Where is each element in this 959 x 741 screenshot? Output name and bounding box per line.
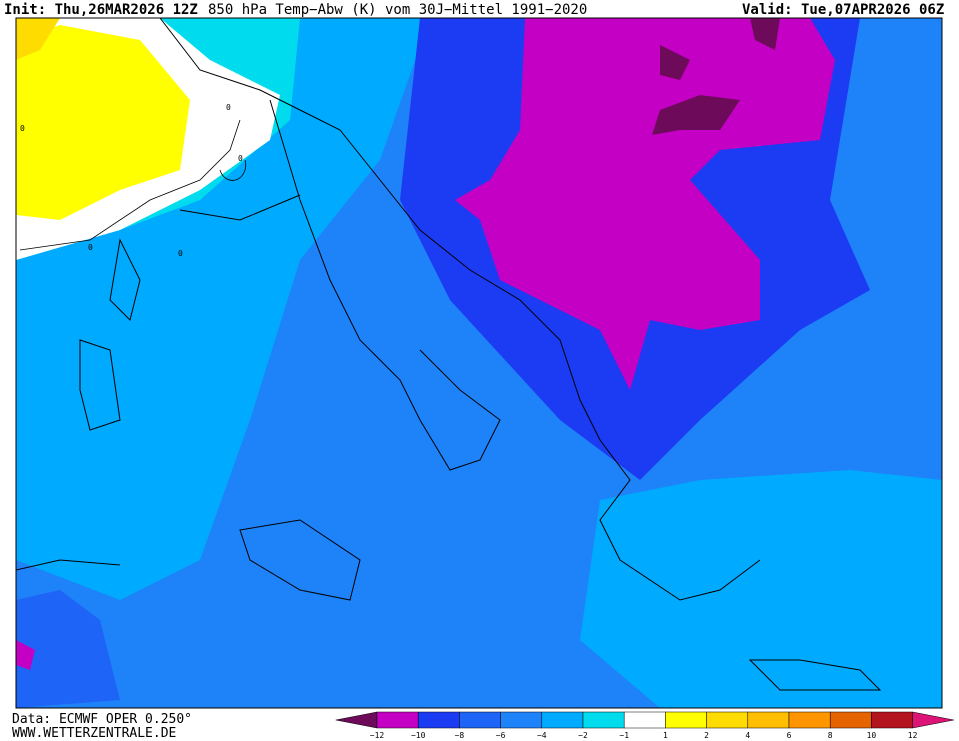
legend-tick-label: −1: [619, 731, 629, 740]
legend-tick-label: −8: [455, 731, 465, 740]
color-legend: −12 −10 −8 −6 −4 −2 −1 1 2 4 6 8 10 12: [335, 711, 954, 740]
legend-tick-label: 12: [908, 731, 918, 740]
legend-bin: [829, 711, 872, 729]
field-light-blue-se: [580, 470, 942, 708]
data-source: Data: ECMWF OPER 0.250°: [12, 712, 192, 727]
contour-label: 0: [20, 124, 25, 133]
legend-tick-label: −4: [537, 731, 547, 740]
contour-label: 0: [226, 103, 231, 112]
field-blue-sw: [16, 590, 120, 708]
legend-bin: [747, 711, 790, 729]
map-area: 0 0 0 0 0: [15, 17, 943, 709]
legend-bin: [417, 711, 460, 729]
legend-bin: [376, 711, 419, 729]
contour-label: 0: [88, 243, 93, 252]
contour-label: 0: [178, 249, 183, 258]
init-text: Init: Thu,26MAR2026 12Z: [4, 2, 198, 18]
legend-bin: [500, 711, 543, 729]
zero-contour: [19, 119, 247, 251]
legend-tick-label: 2: [704, 731, 709, 740]
legend-tick-label: 10: [867, 731, 877, 740]
field-purple: [652, 18, 780, 135]
legend-tick-label: 1: [663, 731, 668, 740]
legend-bin: [788, 711, 831, 729]
legend-bin: [706, 711, 749, 729]
legend-tick-label: −10: [411, 731, 426, 740]
legend-tick-label: 4: [745, 731, 750, 740]
legend-tick-label: −2: [578, 731, 588, 740]
legend-tick-label: 6: [787, 731, 792, 740]
site-name: WWW.WETTERZENTRALE.DE: [12, 726, 176, 741]
map-frame: [15, 17, 943, 709]
legend-arrow: [912, 711, 954, 729]
coastlines: [16, 18, 882, 691]
legend-arrow: [335, 711, 378, 729]
legend-bin: [623, 711, 666, 729]
legend-tick-label: −12: [370, 731, 385, 740]
field-gold: [16, 18, 60, 60]
map-title: 850 hPa Temp−Abw (K) vom 30J−Mittel 1991…: [208, 2, 587, 18]
valid-text: Valid: Tue,07APR2026 06Z: [742, 2, 944, 18]
legend-bin: [459, 711, 501, 729]
legend-bin: [582, 711, 625, 729]
legend-bin: [665, 711, 707, 729]
field-magenta: [455, 18, 835, 390]
legend-bin: [871, 711, 913, 729]
field-yellow: [16, 25, 190, 220]
legend-tick-label: 8: [828, 731, 833, 740]
legend-tick-label: −6: [496, 731, 506, 740]
contour-label: 0: [238, 154, 243, 163]
legend-bin: [541, 711, 584, 729]
field-magenta-sw: [16, 640, 35, 670]
